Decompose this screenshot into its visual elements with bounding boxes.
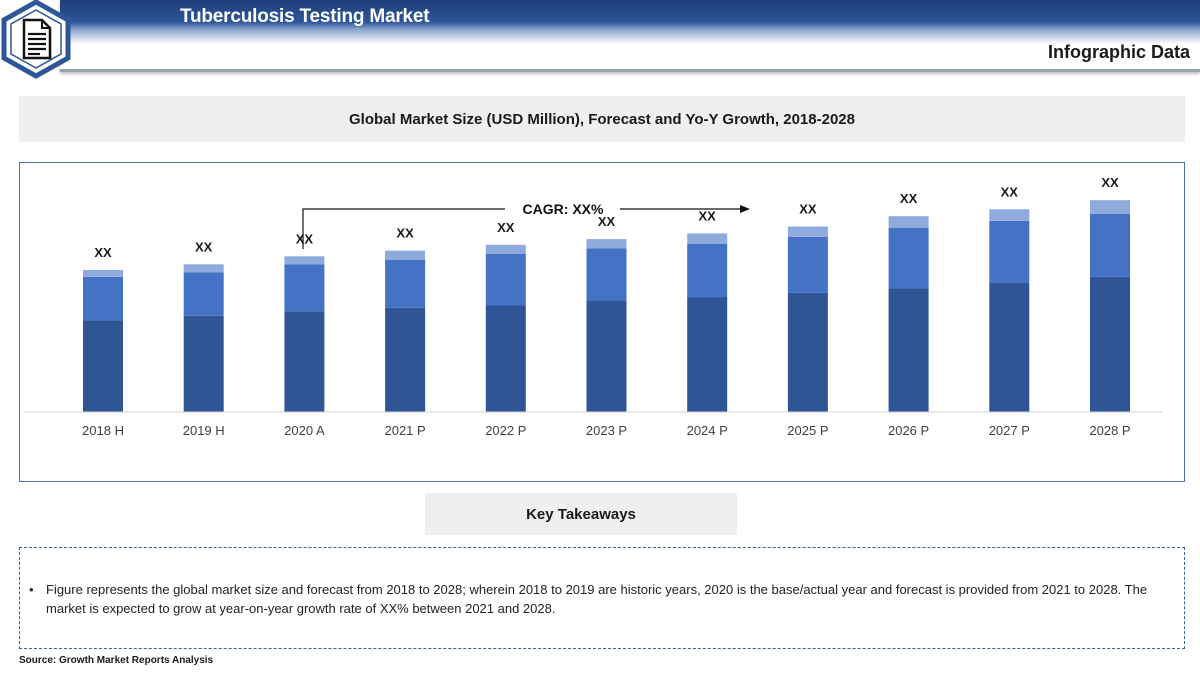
x-tick-label: 2025 P bbox=[787, 423, 828, 438]
data-label: XX bbox=[296, 231, 314, 246]
bar-2023-p-seg-1 bbox=[586, 300, 627, 412]
x-tick-label: 2019 H bbox=[183, 423, 225, 438]
bar-2026-p-seg-3 bbox=[888, 216, 929, 228]
bar-2019-h-seg-1 bbox=[183, 315, 224, 412]
data-label: XX bbox=[799, 202, 817, 217]
bar-2027-p-seg-2 bbox=[989, 220, 1030, 283]
bar-2026-p-seg-2 bbox=[888, 227, 929, 289]
x-tick-label: 2018 H bbox=[82, 423, 124, 438]
cagr-arrow-line bbox=[302, 208, 505, 249]
bar-2022-p-seg-3 bbox=[485, 244, 526, 254]
bar-2018-h-seg-1 bbox=[83, 320, 123, 412]
data-label: XX bbox=[900, 191, 918, 206]
data-label: XX bbox=[94, 245, 112, 260]
chart-title: Global Market Size (USD Million), Foreca… bbox=[19, 96, 1185, 142]
x-tick-label: 2024 P bbox=[687, 423, 728, 438]
bar-2023-p-seg-3 bbox=[586, 239, 627, 249]
bar-2025-p-seg-3 bbox=[787, 226, 828, 237]
bar-2021-p-seg-2 bbox=[385, 259, 426, 308]
bar-2018-h-seg-2 bbox=[83, 276, 123, 321]
bar-2019-h-seg-2 bbox=[183, 272, 224, 316]
chart-frame: 2018 H 2019 H 2020 A 2021 P 2022 P 2023 P 2024… bbox=[19, 162, 1185, 482]
x-tick-label: 2027 P bbox=[989, 423, 1030, 438]
bar-chart: 2018 H 2019 H 2020 A 2021 P 2022 P 2023 P 2024… bbox=[24, 175, 1162, 438]
bar-2028-p-seg-3 bbox=[1090, 200, 1130, 214]
data-label: XX bbox=[1001, 184, 1019, 199]
bar-2022-p-seg-1 bbox=[485, 305, 526, 412]
bar-2020-a-seg-2 bbox=[284, 264, 325, 312]
source-note: Source: Growth Market Reports Analysis bbox=[19, 655, 214, 666]
takeaways-notes: • Figure represents the global market si… bbox=[19, 547, 1185, 649]
bar-2025-p-seg-2 bbox=[787, 236, 828, 293]
data-label: XX bbox=[396, 226, 414, 241]
bar-2023-p-seg-2 bbox=[586, 248, 627, 301]
bar-2024-p-seg-3 bbox=[687, 233, 728, 244]
bar-2025-p-seg-1 bbox=[787, 292, 828, 412]
data-label: XX bbox=[1101, 175, 1119, 190]
bar-2024-p-seg-2 bbox=[687, 243, 728, 298]
bar-2027-p-seg-3 bbox=[989, 209, 1030, 221]
bar-2020-a-seg-1 bbox=[284, 311, 325, 412]
x-tick-label: 2026 P bbox=[888, 423, 929, 438]
x-tick-label: 2021 P bbox=[384, 423, 425, 438]
cagr-arrow-head bbox=[740, 205, 750, 213]
bar-2020-a-seg-3 bbox=[284, 256, 325, 265]
document-icon bbox=[1, 0, 71, 79]
data-labels: XX XX XX XX XX XX XX XX XX XX XX bbox=[94, 175, 1119, 260]
header-bar: Tuberculosis Testing Market Infographic … bbox=[60, 0, 1200, 72]
bar-2028-p-seg-1 bbox=[1090, 276, 1130, 412]
data-label: XX bbox=[699, 208, 717, 223]
bar-2024-p-seg-1 bbox=[687, 297, 728, 412]
bar-2021-p-seg-3 bbox=[385, 250, 426, 260]
x-tick-label: 2020 A bbox=[284, 423, 325, 438]
data-label: XX bbox=[497, 220, 515, 235]
x-tick-labels: 2018 H 2019 H 2020 A 2021 P 2022 P 2023 P 2024… bbox=[82, 423, 1131, 438]
data-label: XX bbox=[195, 239, 213, 254]
bar-2019-h-seg-3 bbox=[183, 264, 224, 273]
page-title: Tuberculosis Testing Market bbox=[180, 6, 430, 27]
bars-group bbox=[83, 200, 1130, 412]
cagr-annotation: CAGR: XX% bbox=[302, 201, 750, 249]
bullet-marker: • bbox=[29, 582, 34, 597]
takeaway-text: Figure represents the global market size… bbox=[46, 582, 1148, 616]
page-subtitle: Infographic Data bbox=[1047, 42, 1190, 62]
bar-2022-p-seg-2 bbox=[485, 254, 526, 306]
x-tick-label: 2022 P bbox=[485, 423, 526, 438]
bar-2028-p-seg-2 bbox=[1090, 213, 1130, 277]
bar-2018-h-seg-3 bbox=[83, 270, 123, 277]
bar-2026-p-seg-1 bbox=[888, 288, 929, 412]
data-label: XX bbox=[598, 214, 616, 229]
cagr-label: CAGR: XX% bbox=[523, 201, 604, 217]
key-takeaways-title: Key Takeaways bbox=[425, 493, 737, 535]
bar-2027-p-seg-1 bbox=[989, 282, 1030, 412]
x-tick-label: 2023 P bbox=[586, 423, 627, 438]
bar-2021-p-seg-1 bbox=[385, 307, 426, 412]
x-tick-label: 2028 P bbox=[1089, 423, 1130, 438]
